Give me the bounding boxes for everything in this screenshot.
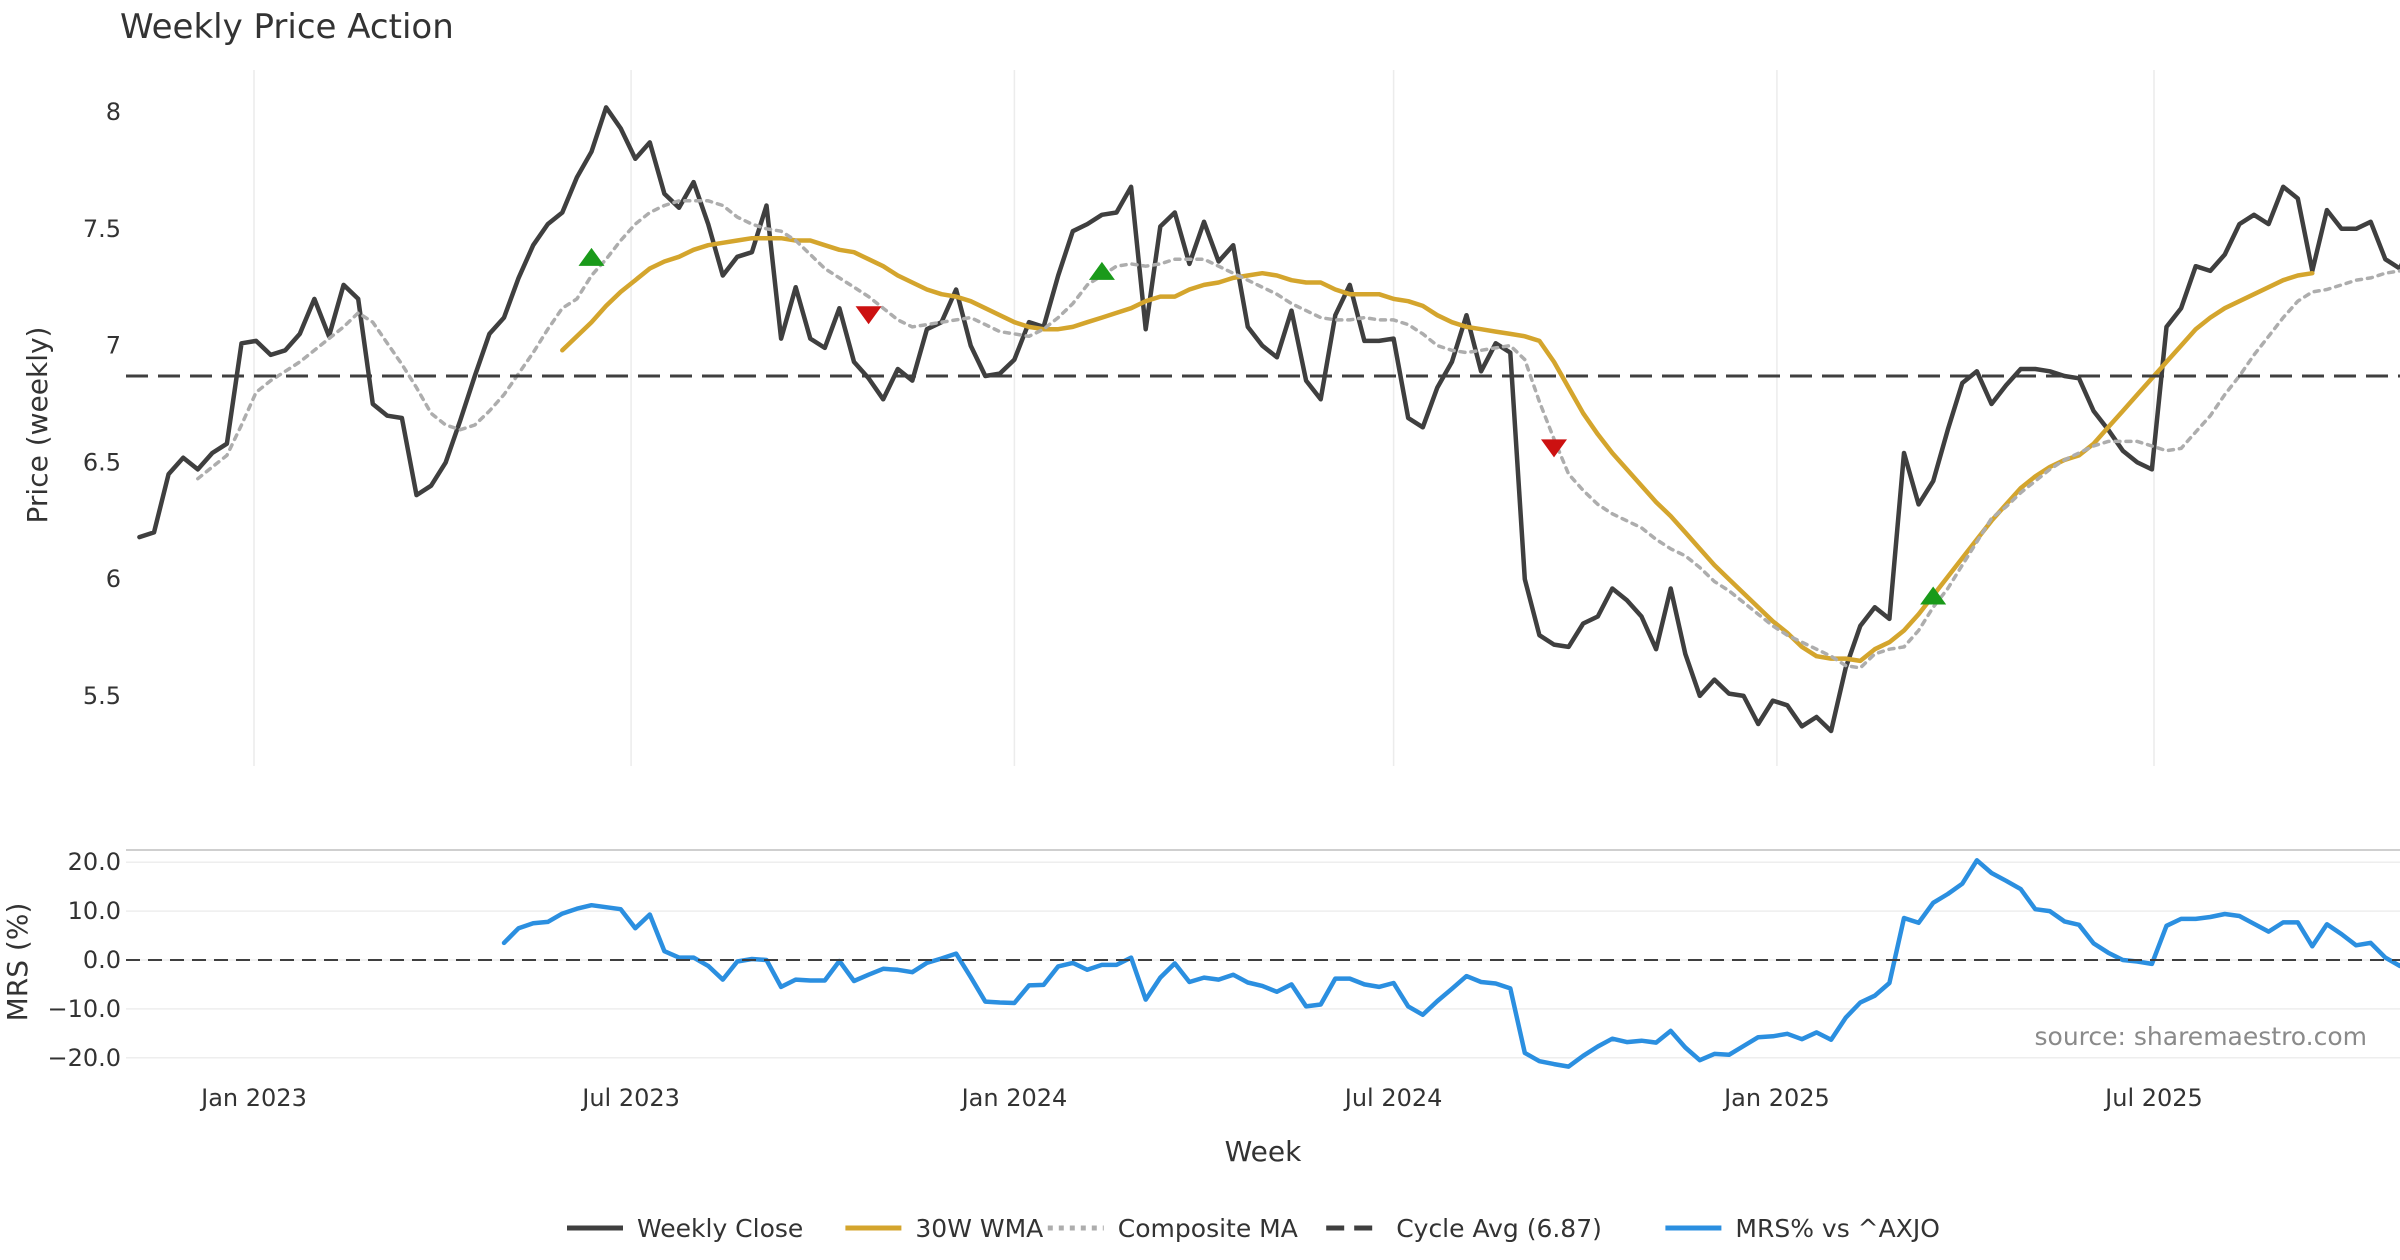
- x-tick-label: Jul 2025: [2103, 1084, 2203, 1112]
- chart-title: Weekly Price Action: [120, 7, 454, 47]
- price-y-tick-label: 6: [106, 565, 121, 593]
- price-axis-title: Price (weekly): [21, 327, 54, 524]
- x-tick-label: Jan 2024: [960, 1084, 1068, 1112]
- mrs-y-tick-label: −20.0: [47, 1044, 121, 1072]
- price-y-tick-label: 6.5: [83, 448, 121, 476]
- sell-signal-marker: [855, 306, 882, 325]
- legend-item-label: MRS% vs ^AXJO: [1735, 1214, 1940, 1243]
- buy-signal-marker: [1088, 261, 1115, 280]
- price-y-tick-label: 8: [106, 98, 121, 126]
- legend-item-label: Weekly Close: [637, 1214, 803, 1243]
- price-y-tick-label: 7: [106, 332, 121, 360]
- mrs-y-tick-label: 0.0: [83, 946, 121, 974]
- mrs-y-tick-label: 20.0: [68, 848, 121, 876]
- mrs-y-tick-label: 10.0: [68, 897, 121, 925]
- series-weekly-close: [137, 105, 2400, 734]
- series-composite-ma: [196, 199, 2400, 670]
- series-mrs-vs-axjo: [501, 858, 2400, 1069]
- legend-item-label: Composite MA: [1118, 1214, 1298, 1243]
- buy-signal-marker: [578, 247, 605, 266]
- x-tick-label: Jan 2023: [199, 1084, 307, 1112]
- legend-item-label: Cycle Avg (6.87): [1396, 1214, 1602, 1243]
- price-y-tick-label: 7.5: [83, 215, 121, 243]
- x-tick-label: Jul 2024: [1343, 1084, 1443, 1112]
- legend-item-label: 30W WMA: [915, 1214, 1043, 1243]
- x-axis-title: Week: [1225, 1135, 1302, 1168]
- price-y-tick-label: 5.5: [83, 682, 121, 710]
- x-tick-label: Jan 2025: [1722, 1084, 1830, 1112]
- sell-signal-marker: [1541, 439, 1567, 458]
- buy-signal-marker: [1920, 586, 1947, 605]
- x-tick-label: Jul 2023: [580, 1084, 680, 1112]
- mrs-axis-title: MRS (%): [1, 903, 34, 1022]
- legend: Weekly Close 30W WMA Composite MA Cycle Avg…: [567, 1214, 1940, 1243]
- series-30w-wma: [560, 235, 2315, 664]
- source-annotation: source: sharemaestro.com: [2035, 1022, 2368, 1051]
- mrs-y-tick-label: −10.0: [47, 995, 121, 1023]
- price-panel: 5.5 6 6.5 7 7.5 8: [83, 70, 2400, 766]
- mrs-panel: −20.0 −10.0 0.0 10.0 20.0 Jan 2023 Jul 2023 Jan…: [47, 848, 2400, 1112]
